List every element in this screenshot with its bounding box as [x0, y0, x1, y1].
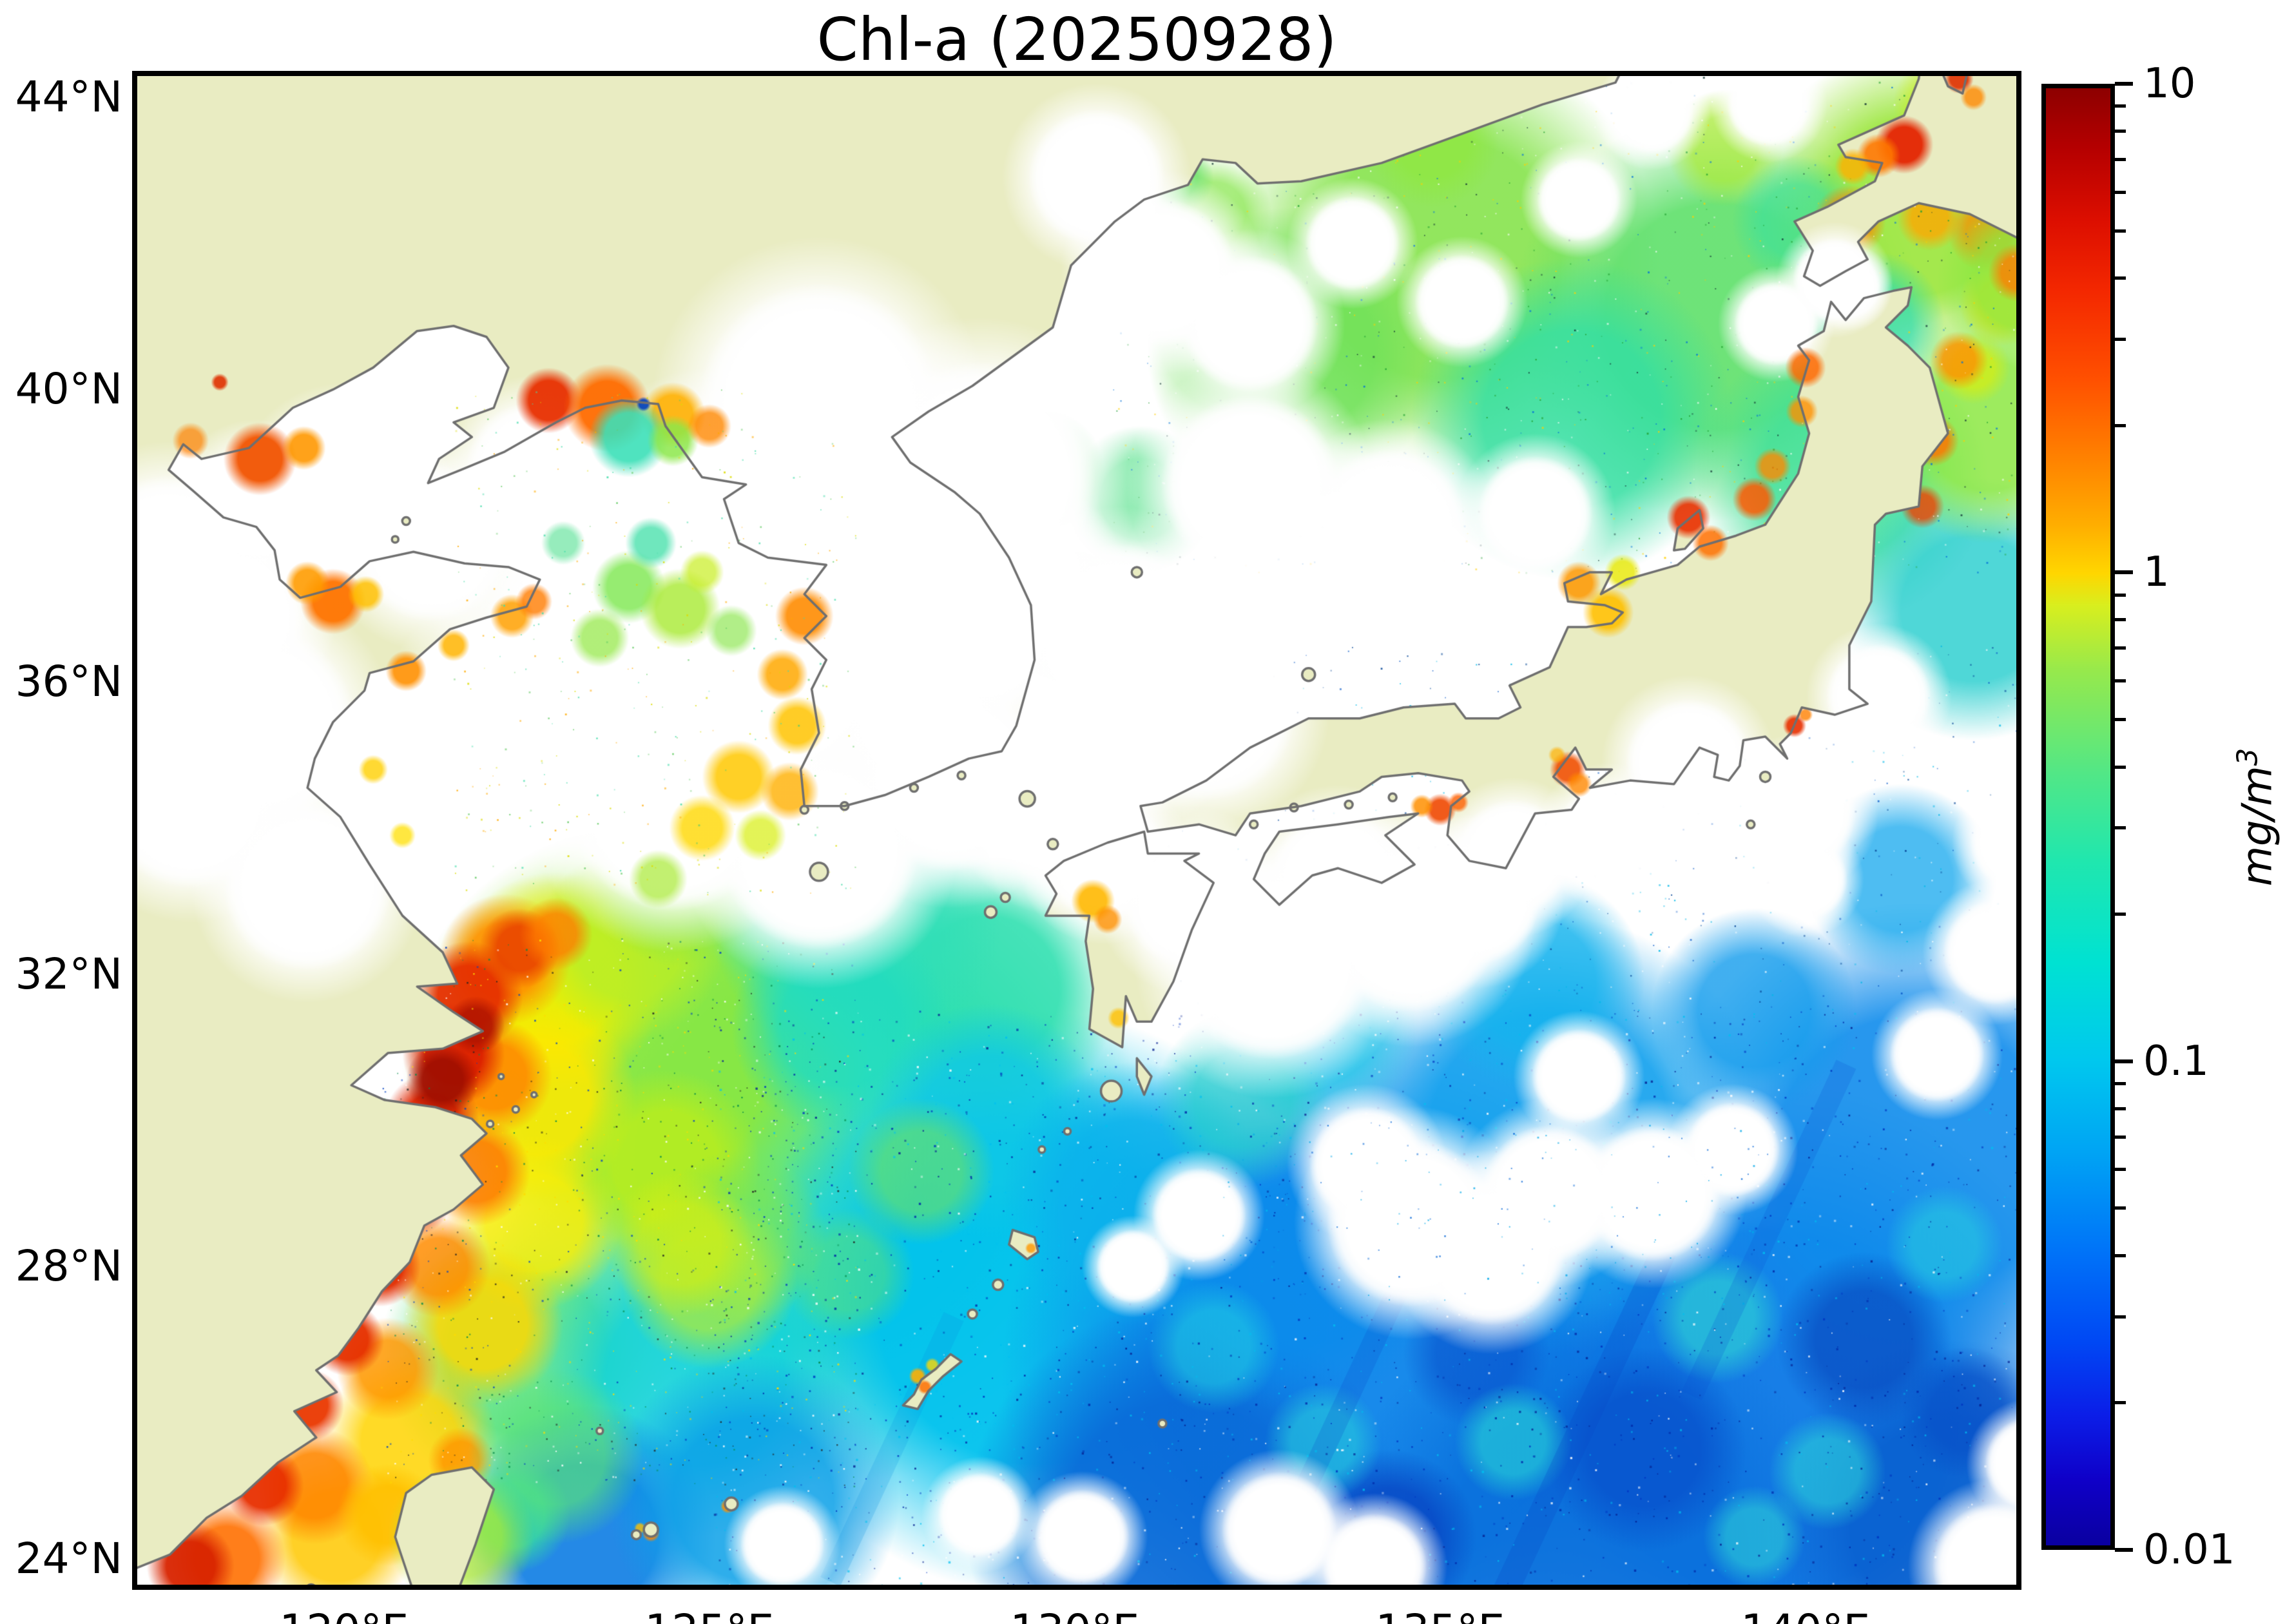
lat-tick-label: 28°N — [15, 1241, 122, 1291]
unit-base: mg/m — [2233, 765, 2282, 886]
colorbar-minor-tick — [2115, 1107, 2126, 1110]
colorbar-minor-tick — [2115, 276, 2126, 280]
colorbar-minor-tick — [2115, 1135, 2126, 1139]
colorbar-tick-label: 10 — [2143, 60, 2196, 108]
colorbar-tick-label: 1 — [2143, 548, 2170, 597]
colorbar-minor-tick — [2115, 679, 2126, 683]
colorbar-minor-tick — [2115, 1401, 2126, 1405]
lat-tick-label: 40°N — [15, 364, 122, 414]
colorbar-minor-tick — [2115, 1206, 2126, 1210]
lat-tick-label: 36°N — [15, 657, 122, 707]
colorbar-minor-tick — [2115, 1168, 2126, 1172]
colorbar-minor-tick — [2115, 1081, 2126, 1085]
unit-exponent: 3 — [2232, 748, 2264, 766]
lon-tick-label: 135°E — [1376, 1609, 1505, 1624]
colorbar-tick-label: 0.01 — [2143, 1526, 2235, 1574]
lat-tick-label: 44°N — [15, 72, 122, 122]
colorbar-major-tick — [2115, 82, 2133, 86]
colorbar-minor-tick — [2115, 229, 2126, 233]
colorbar-minor-tick — [2115, 1253, 2126, 1257]
colorbar-minor-tick — [2115, 765, 2126, 769]
colorbar-minor-tick — [2115, 157, 2126, 161]
colorbar-unit-label: mg/m3 — [2232, 748, 2281, 886]
colorbar-minor-tick — [2115, 593, 2126, 597]
lon-tick-label: 120°E — [280, 1609, 409, 1624]
colorbar-minor-tick — [2115, 423, 2126, 427]
colorbar-minor-tick — [2115, 1315, 2126, 1319]
colorbar-major-tick — [2115, 570, 2133, 575]
lon-tick-label: 130°E — [1010, 1609, 1140, 1624]
colorbar-minor-tick — [2115, 646, 2126, 650]
chlorophyll-map[interactable] — [132, 71, 2021, 1590]
colorbar-minor-tick — [2115, 129, 2126, 133]
lon-tick-label: 140°E — [1741, 1609, 1871, 1624]
lat-tick-label: 32°N — [15, 949, 122, 999]
colorbar-minor-tick — [2115, 826, 2126, 830]
colorbar-major-tick — [2115, 1059, 2133, 1063]
colorbar-minor-tick — [2115, 338, 2126, 342]
colorbar-major-tick — [2115, 1548, 2133, 1552]
lat-tick-label: 24°N — [15, 1533, 122, 1583]
colorbar-tick-label: 0.1 — [2143, 1037, 2209, 1085]
colorbar-minor-tick — [2115, 104, 2126, 108]
colorbar — [2041, 84, 2115, 1550]
lon-tick-label: 125°E — [645, 1609, 775, 1624]
colorbar-minor-tick — [2115, 190, 2126, 194]
colorbar-minor-tick — [2115, 912, 2126, 916]
chart-title: Chl-a (20250928) — [816, 5, 1337, 74]
colorbar-minor-tick — [2115, 718, 2126, 722]
colorbar-minor-tick — [2115, 618, 2126, 622]
